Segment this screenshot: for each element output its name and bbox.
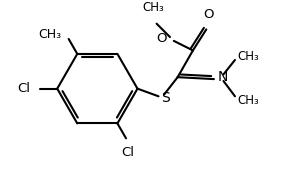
- Text: Cl: Cl: [17, 82, 30, 95]
- Text: O: O: [203, 8, 213, 21]
- Text: CH₃: CH₃: [142, 1, 164, 14]
- Text: S: S: [161, 91, 170, 105]
- Text: CH₃: CH₃: [38, 28, 61, 41]
- Text: O: O: [157, 33, 167, 46]
- Text: CH₃: CH₃: [237, 50, 259, 63]
- Text: N: N: [217, 70, 228, 84]
- Text: CH₃: CH₃: [237, 94, 259, 107]
- Text: Cl: Cl: [121, 146, 134, 159]
